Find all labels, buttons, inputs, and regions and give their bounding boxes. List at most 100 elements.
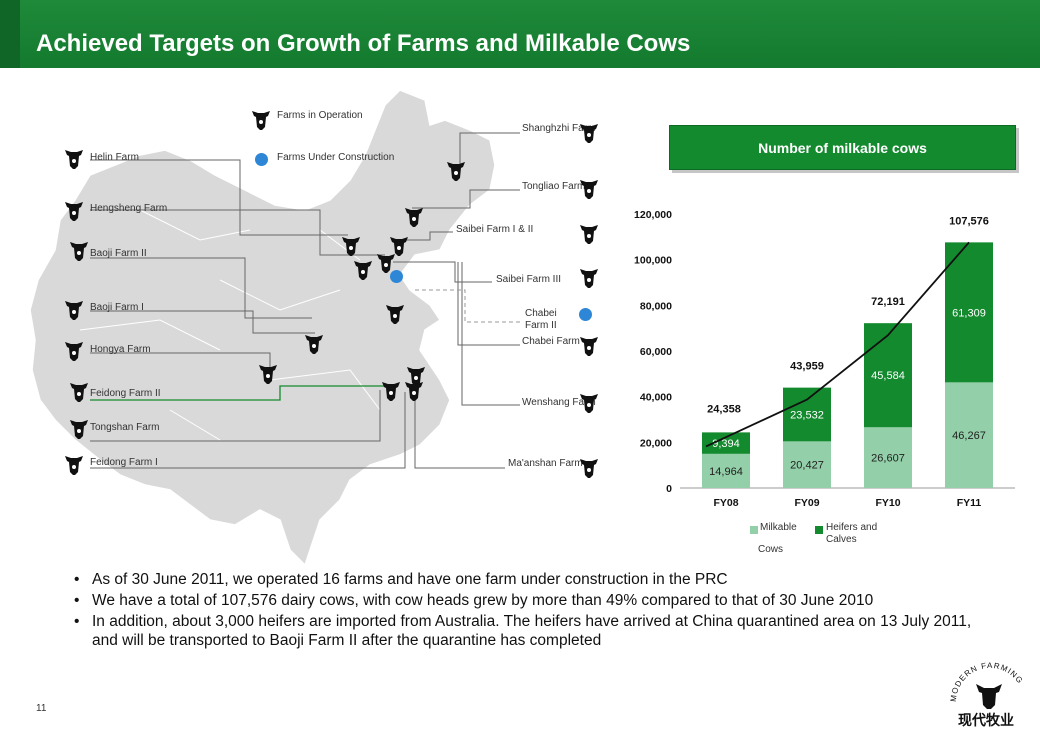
total-label: 72,191 — [871, 296, 905, 308]
y-tick-label: 60,000 — [640, 346, 672, 358]
data-label: 9,394 — [712, 438, 740, 450]
legend-operation-label: Farms in Operation — [277, 110, 363, 121]
farm-label-baoji-2: Baoji Farm II — [90, 248, 147, 259]
construction-dot-icon — [579, 308, 592, 321]
cow-icon — [580, 394, 598, 413]
bar-milkable — [783, 441, 831, 488]
x-tick-label: FY08 — [713, 497, 738, 509]
chart-header-box: Number of milkable cows — [669, 125, 1016, 170]
cow-icon — [580, 337, 598, 356]
cow-icon — [382, 382, 400, 401]
farm-label-tongliao: Tongliao Farm — [522, 181, 586, 192]
farm-label-saibei-3: Saibei Farm III — [496, 274, 562, 285]
cow-icon — [65, 456, 83, 475]
x-tick-label: FY10 — [875, 497, 900, 509]
cow-icon — [580, 269, 598, 288]
bar-milkable — [864, 427, 912, 488]
farm-label-feidong-1: Feidong Farm I — [90, 457, 158, 468]
cow-icon — [405, 382, 423, 401]
y-tick-label: 120,000 — [634, 209, 672, 221]
cow-icon — [252, 111, 270, 130]
title-accent — [0, 0, 20, 68]
y-tick-label: 100,000 — [634, 255, 672, 267]
construction-dot-icon — [255, 153, 268, 166]
bar-milkable — [945, 382, 993, 488]
farm-label-helin: Helin Farm — [90, 152, 139, 163]
data-label: 45,584 — [871, 370, 905, 382]
legend-label-heifers-2: Calves — [826, 534, 857, 545]
y-tick-label: 80,000 — [640, 300, 672, 312]
cow-icon — [447, 162, 465, 181]
farm-label-chabei-2: Chabei Farm II — [525, 308, 557, 331]
data-label: 26,607 — [871, 453, 905, 465]
x-tick-label: FY09 — [794, 497, 819, 509]
legend-swatch-milkable — [750, 526, 758, 534]
cow-icon — [390, 237, 408, 256]
bar-heifers — [702, 432, 750, 454]
cow-icon — [65, 150, 83, 169]
cow-icon — [354, 261, 372, 280]
cow-icon — [407, 367, 425, 386]
cow-icon — [305, 335, 323, 354]
logo-chinese-text: 现代牧业 — [958, 713, 1014, 729]
cow-icon — [259, 365, 277, 384]
data-label: 23,532 — [790, 409, 824, 421]
cow-icon — [386, 305, 404, 324]
bullet-item: In addition, about 3,000 heifers are imp… — [72, 612, 992, 650]
farm-label-maanshan: Ma'anshan Farm — [508, 458, 583, 469]
legend-swatch-heifers — [815, 526, 823, 534]
legend-label-milkable-2: Cows — [758, 544, 784, 555]
data-label: 20,427 — [790, 460, 824, 472]
y-tick-label: 0 — [666, 483, 672, 495]
bar-heifers — [783, 387, 831, 442]
bar-milkable — [702, 453, 750, 488]
page-title: Achieved Targets on Growth of Farms and … — [36, 30, 691, 57]
data-label: 61,309 — [952, 307, 986, 319]
china-map — [29, 89, 496, 567]
farm-label-hongya: Hongya Farm — [90, 344, 151, 355]
summary-bullets: As of 30 June 2011, we operated 16 farms… — [72, 570, 992, 652]
bar-heifers — [945, 242, 993, 383]
data-label: 46,267 — [952, 430, 986, 442]
cow-icon — [580, 459, 598, 478]
logo-cow-icon — [976, 684, 1002, 709]
farm-label-hengsheng: Hengsheng Farm — [90, 203, 168, 214]
cow-icon — [405, 208, 423, 227]
total-label: 24,358 — [707, 403, 741, 415]
construction-dot-icon — [390, 270, 403, 283]
farm-label-shanghzhi: Shanghzhi Farm — [522, 123, 596, 134]
title-bar: Achieved Targets on Growth of Farms and … — [0, 0, 1040, 68]
farm-label-tongshan: Tongshan Farm — [90, 422, 160, 433]
farm-label-saibei-1-2: Saibei Farm I & II — [456, 224, 534, 235]
page-number: 11 — [36, 703, 47, 714]
cow-icon — [65, 342, 83, 361]
x-tick-label: FY11 — [957, 497, 982, 509]
map-land — [29, 89, 496, 567]
farm-label-chabei: Chabei Farm — [522, 336, 580, 347]
cow-icon — [70, 242, 88, 261]
cow-icon — [580, 124, 598, 143]
bullet-item: We have a total of 107,576 dairy cows, w… — [72, 591, 992, 610]
milkable-cows-chart: 0 20,000 40,000 60,000 80,000 100,000 120,000 1… — [634, 209, 1015, 509]
legend-label-milkable-1: Milkable — [760, 522, 797, 533]
bar-heifers — [864, 323, 912, 428]
y-tick-label: 20,000 — [640, 437, 672, 449]
cow-icon — [70, 420, 88, 439]
cow-icon — [580, 225, 598, 244]
cow-icon — [65, 202, 83, 221]
trend-line — [705, 241, 970, 448]
modern-farming-logo: MODERN FARMING — [949, 661, 1024, 709]
bullet-item: As of 30 June 2011, we operated 16 farms… — [72, 570, 992, 589]
data-label: 14,964 — [709, 466, 743, 478]
cow-icon — [65, 301, 83, 320]
cow-icon — [70, 383, 88, 402]
legend-label-heifers-1: Heifers and — [826, 522, 878, 533]
farm-label-feidong-2: Feidong Farm II — [90, 388, 161, 399]
farm-label-baoji-1: Baoji Farm I — [90, 302, 144, 313]
farm-label-wenshang: Wenshang Farm — [522, 397, 596, 408]
y-tick-label: 40,000 — [640, 392, 672, 404]
total-label: 107,576 — [949, 215, 989, 227]
cow-icon — [377, 254, 395, 273]
cow-icon — [580, 180, 598, 199]
